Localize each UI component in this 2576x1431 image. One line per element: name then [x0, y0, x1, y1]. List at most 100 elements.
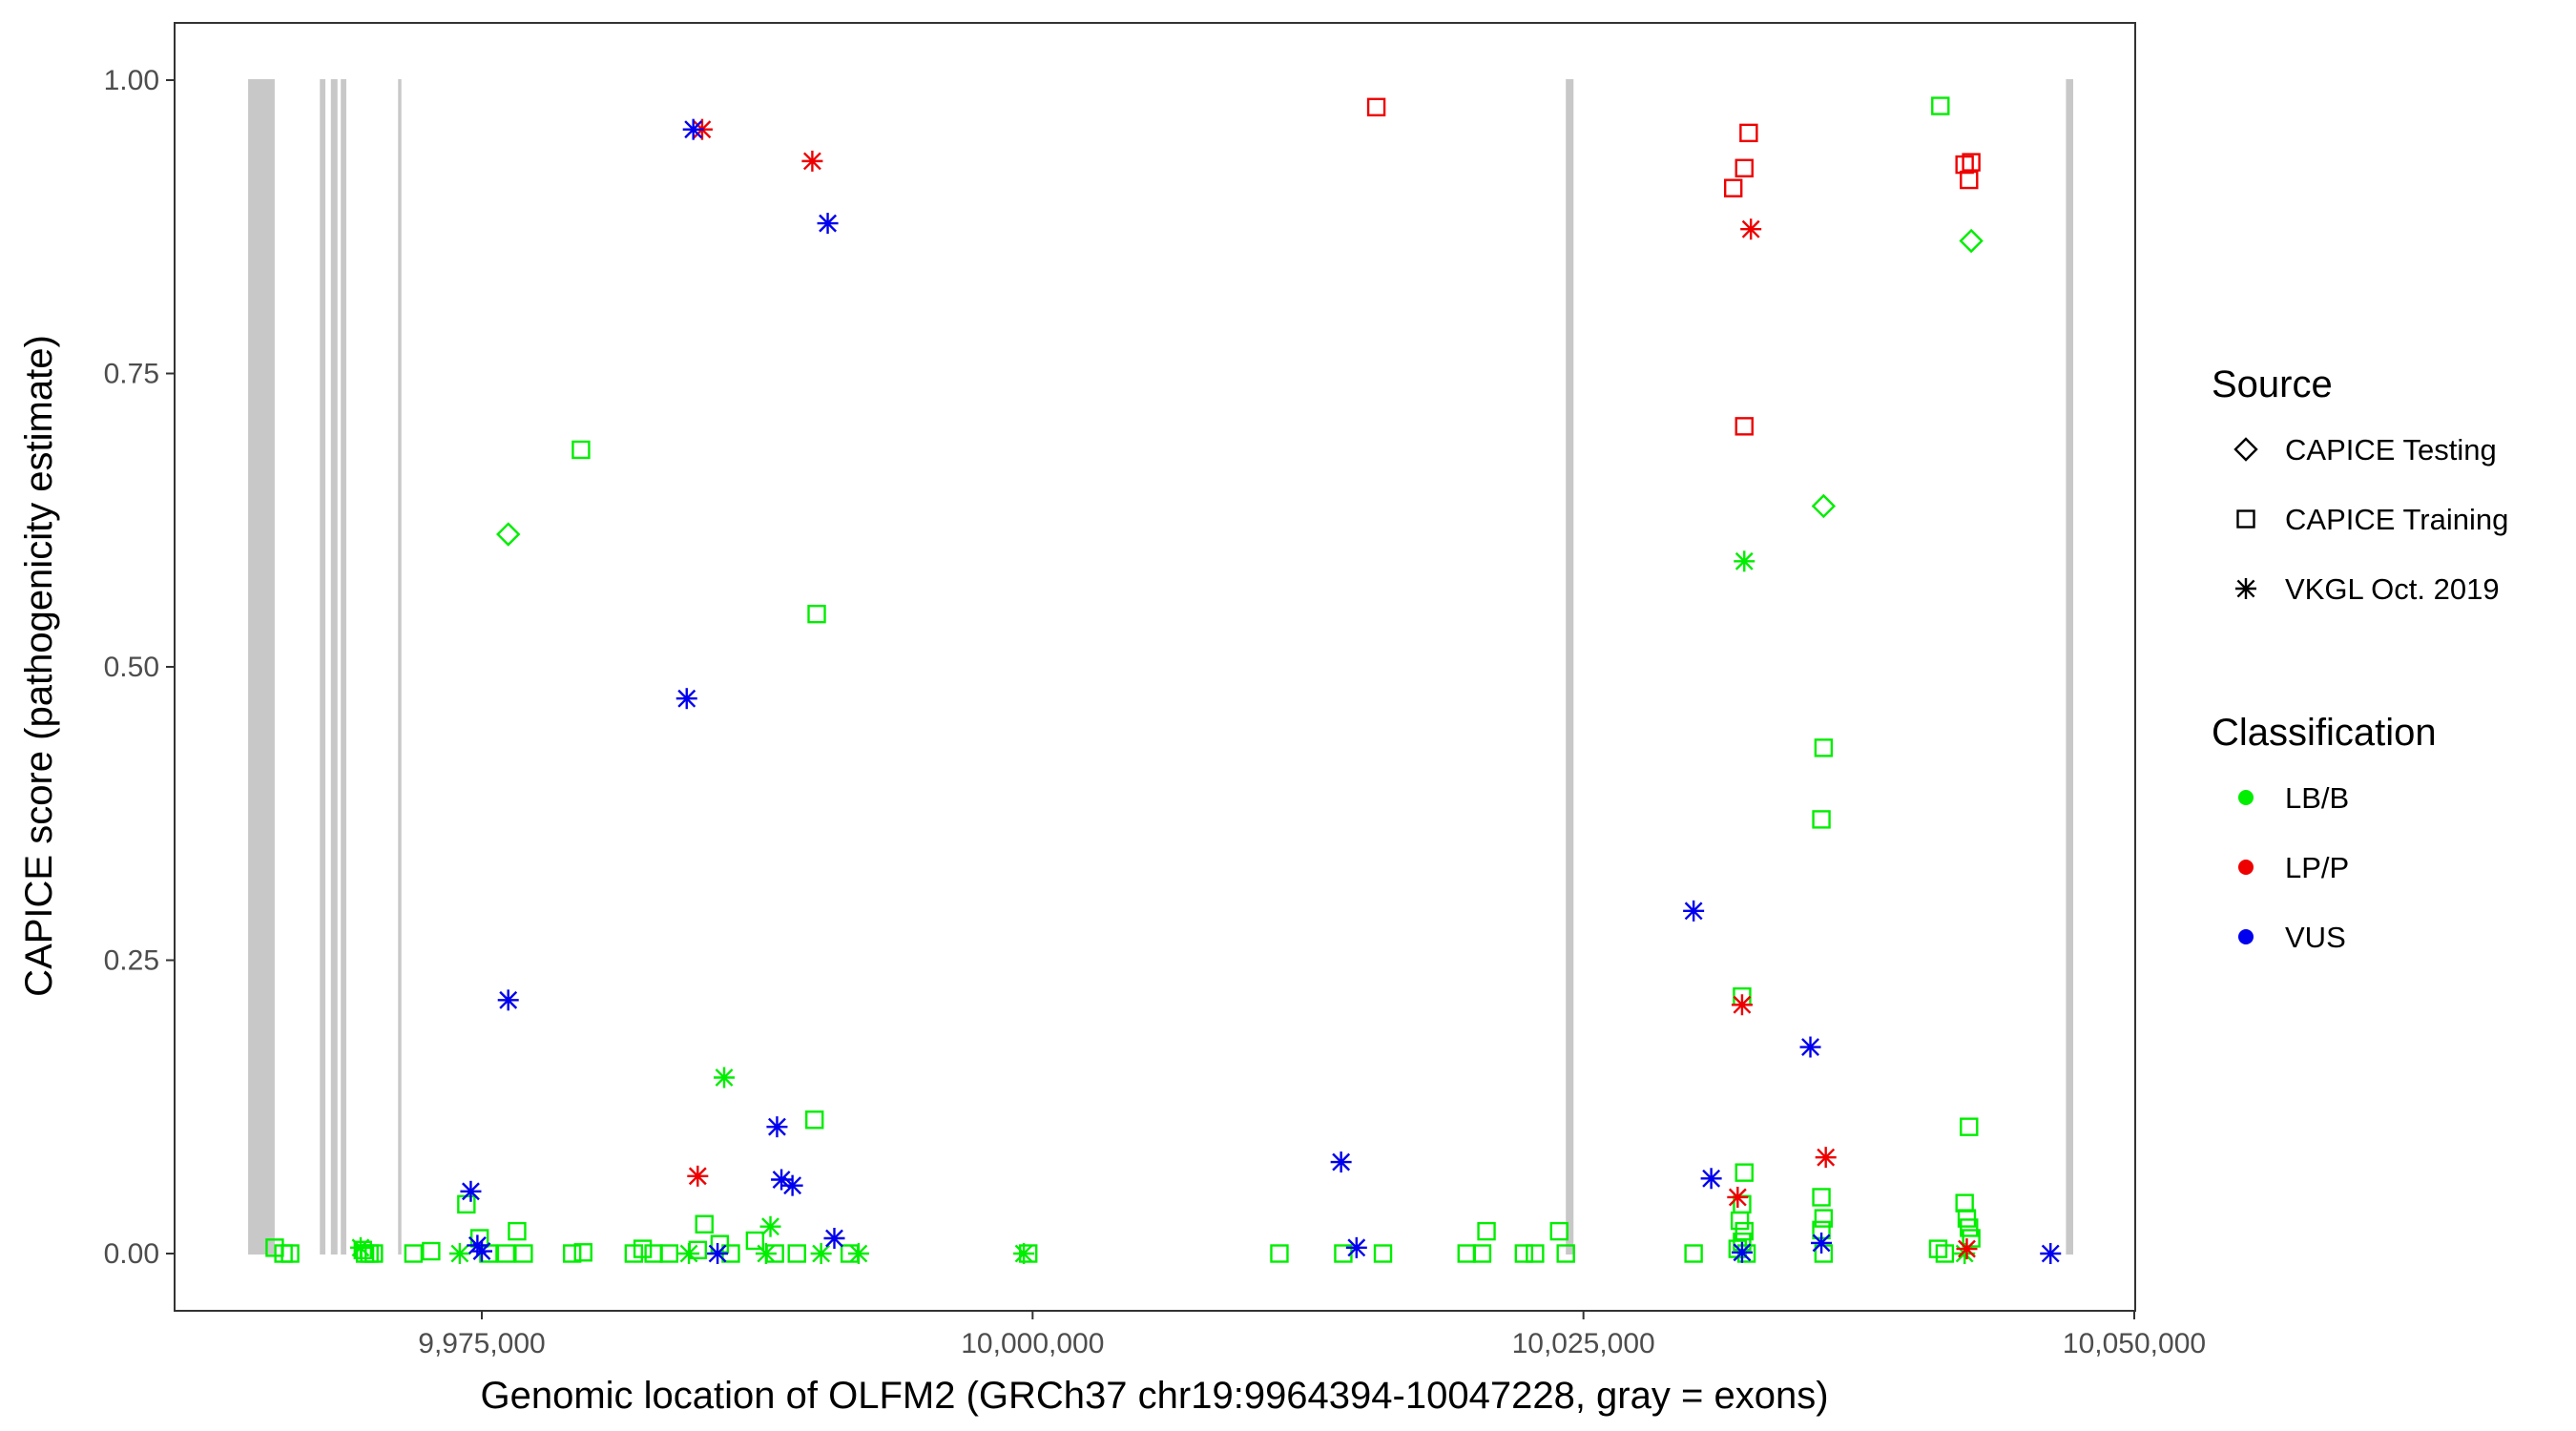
y-tick-label: 0.25	[104, 945, 159, 977]
data-point	[714, 1067, 736, 1089]
exon-band	[1566, 79, 1574, 1255]
data-point	[1345, 1236, 1367, 1258]
data-point	[807, 604, 826, 624]
data-point	[1959, 228, 1984, 254]
data-point	[1735, 417, 1754, 436]
data-point	[771, 1169, 793, 1191]
data-point	[562, 1244, 582, 1263]
legend-item-lp-p: LP/P	[2285, 851, 2349, 884]
legend-classification-title: Classification	[2212, 712, 2437, 754]
data-point	[688, 1240, 708, 1260]
data-point	[1684, 1244, 1703, 1263]
data-point	[682, 118, 704, 140]
data-point	[707, 1243, 729, 1264]
data-point	[787, 1244, 806, 1263]
data-point	[1962, 153, 1981, 172]
data-point	[448, 1243, 470, 1264]
data-point	[1814, 738, 1834, 757]
data-point	[765, 1244, 784, 1263]
data-point	[1739, 123, 1758, 143]
data-point	[1928, 1239, 1948, 1258]
data-point	[280, 1244, 300, 1263]
legend-classification: Classification LB/B LP/P VUS	[2212, 712, 2437, 954]
data-point	[1957, 1209, 1977, 1228]
y-axis: 0.00 0.25 0.50 0.75 1.00	[104, 65, 175, 1270]
data-point	[1811, 493, 1837, 519]
data-point	[2040, 1243, 2062, 1264]
data-point	[1931, 96, 1950, 115]
data-point	[1724, 178, 1743, 197]
data-point	[573, 1243, 592, 1262]
data-point	[1735, 158, 1754, 177]
legend-classification-keys	[2238, 790, 2254, 944]
legend-key-dot	[2238, 790, 2254, 805]
data-point	[1730, 1211, 1750, 1231]
x-axis-title: Genomic location of OLFM2 (GRCh37 chr19:…	[480, 1375, 1828, 1417]
data-points	[265, 96, 2062, 1264]
data-point	[1514, 1244, 1534, 1263]
data-point	[823, 1228, 845, 1250]
data-point	[496, 522, 521, 547]
legend-source-title: Source	[2212, 363, 2333, 405]
x-tick-label: 9,975,000	[418, 1328, 545, 1359]
legend-key-star	[2235, 578, 2256, 599]
data-point	[1799, 1036, 1821, 1058]
legend-item-lb-b: LB/B	[2285, 781, 2349, 815]
legend-key-diamond	[2233, 437, 2258, 462]
y-tick-label: 0.00	[104, 1238, 159, 1270]
y-axis-title: CAPICE score (pathogenicity estimate)	[18, 335, 60, 997]
data-point	[1740, 218, 1762, 240]
data-point	[847, 1243, 869, 1264]
data-point	[1731, 1241, 1753, 1263]
data-point	[1960, 170, 1979, 190]
data-point	[1477, 1221, 1496, 1241]
data-point	[1373, 1244, 1393, 1263]
x-axis: 9,975,000 10,000,000 10,025,000 10,050,000	[418, 1311, 2206, 1359]
exon-band	[398, 79, 402, 1255]
data-point	[1019, 1244, 1038, 1263]
y-tick-label: 0.50	[104, 652, 159, 683]
data-point	[1956, 1238, 1978, 1260]
data-point	[460, 1180, 482, 1202]
data-point	[1814, 1209, 1834, 1228]
data-point	[817, 213, 839, 235]
data-point	[364, 1244, 384, 1263]
data-point	[1935, 1244, 1955, 1263]
data-point	[1815, 1147, 1837, 1169]
exon-band	[320, 79, 326, 1255]
x-tick-label: 10,000,000	[961, 1328, 1104, 1359]
data-point	[695, 1214, 714, 1234]
data-point	[810, 1243, 832, 1264]
data-point	[1472, 1244, 1492, 1263]
data-point	[1526, 1244, 1545, 1263]
x-tick-label: 10,050,000	[2063, 1328, 2206, 1359]
data-point	[759, 1215, 781, 1237]
data-point	[1735, 1221, 1754, 1241]
legend-source: Source CAPICE Testing CAPICE Training VK…	[2212, 363, 2508, 606]
data-point	[1700, 1168, 1722, 1190]
data-point	[1549, 1221, 1568, 1241]
data-point	[1735, 1163, 1754, 1182]
data-point	[687, 1165, 709, 1187]
data-point	[1683, 900, 1705, 922]
data-point	[1960, 1218, 1979, 1237]
data-point	[496, 1244, 516, 1263]
data-point	[675, 688, 697, 710]
data-point	[571, 440, 591, 460]
exon-band	[2066, 79, 2073, 1255]
exon-band	[341, 79, 346, 1255]
data-point	[1727, 1186, 1749, 1208]
data-point	[497, 989, 519, 1011]
data-point	[1330, 1151, 1352, 1173]
x-tick-label: 10,025,000	[1512, 1328, 1655, 1359]
data-point	[514, 1244, 533, 1263]
exon-bands	[248, 79, 2073, 1255]
legend-item-vkgl: VKGL Oct. 2019	[2285, 572, 2500, 606]
data-point	[659, 1244, 678, 1263]
legend-key-square	[2236, 509, 2255, 529]
data-point	[1812, 810, 1831, 829]
data-point	[422, 1241, 441, 1261]
data-point	[404, 1244, 424, 1263]
legend-item-capice-testing: CAPICE Testing	[2285, 433, 2497, 467]
